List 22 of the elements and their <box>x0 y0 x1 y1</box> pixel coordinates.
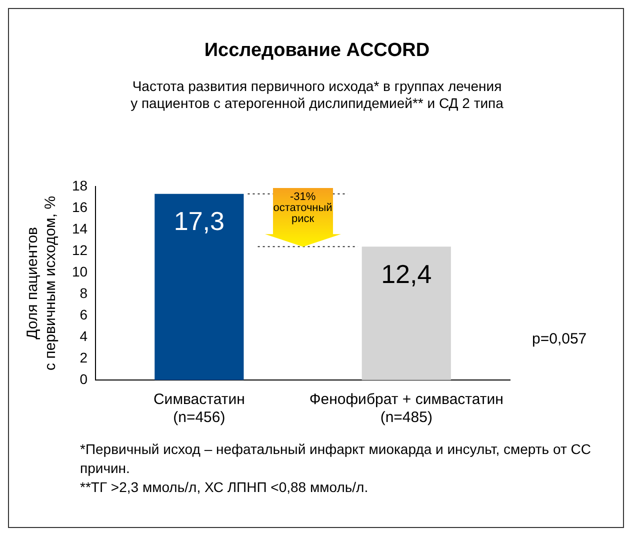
y-tick-label: 0 <box>80 370 88 387</box>
arrow-icon: -31% остаточный риск <box>262 188 343 247</box>
y-tick-label: 8 <box>80 284 88 301</box>
chart-subtitle: Частота развития первичного исхода* в группах лечения у пациентов с атерогенной дислипидемией** и СД 2 типа <box>130 78 504 112</box>
x-tick-label: Фенофибрат + симвастатин (n=485) <box>309 391 504 426</box>
text: *Первичный исход – нефатальный инфаркт миокарда и инсульт, смерть от СС причин. <box>80 440 592 478</box>
y-tick-label: 2 <box>80 349 88 366</box>
text: **ТГ >2,3 ммоль/л, ХС ЛПНП <0,88 ммоль/л. <box>80 478 370 497</box>
y-tick-label: 12 <box>72 242 88 258</box>
y-tick-label: 6 <box>80 306 88 322</box>
y-tick-label: 14 <box>72 220 88 236</box>
data-label: 12,4 <box>381 258 432 289</box>
y-tick-label: 4 <box>80 328 88 344</box>
text: p=0,057 <box>532 330 587 348</box>
y-axis-title: Доля пациентов с первичным исходом, % <box>24 196 60 370</box>
data-label: 17,3 <box>174 206 224 236</box>
annotation: -31% остаточный риск <box>272 190 334 225</box>
x-tick-label: Симвастатин (n=456) <box>153 391 245 426</box>
y-tick-label: 16 <box>72 198 88 215</box>
y-tick-label: 18 <box>72 177 88 194</box>
y-tick-label: 10 <box>72 263 88 280</box>
chart-title: Исследование ACCORD <box>203 40 431 62</box>
